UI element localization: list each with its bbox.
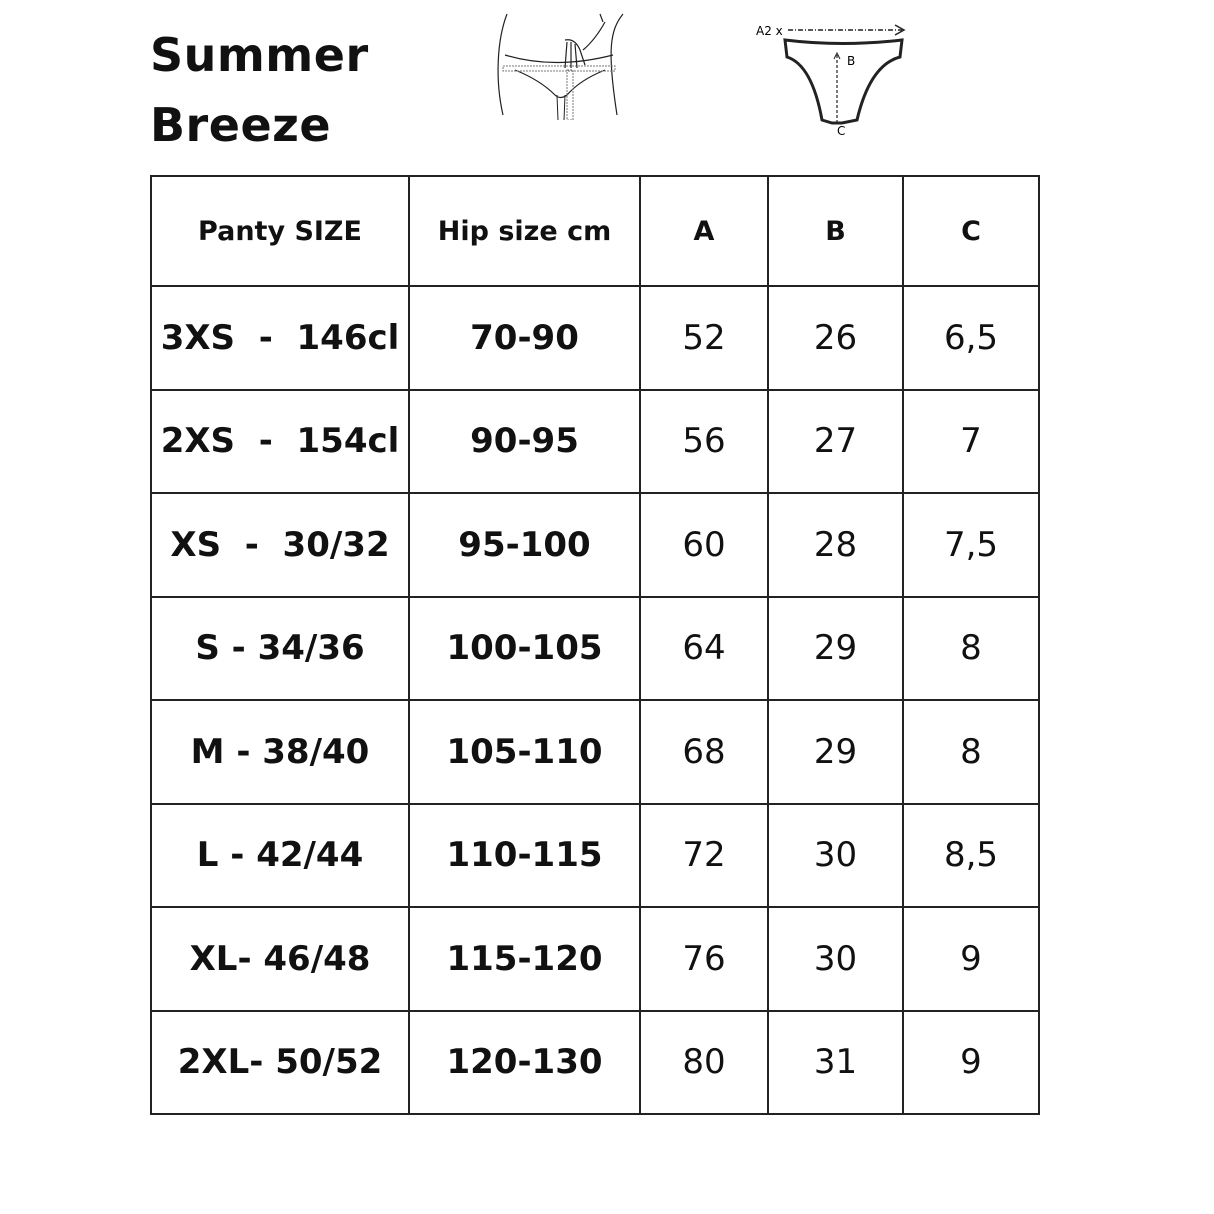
- cell-panty-size: 2XS - 154cl: [150, 388, 410, 494]
- cell-c: 9: [902, 906, 1040, 1012]
- cell-b: 28: [767, 492, 904, 598]
- cell-b: 30: [767, 906, 904, 1012]
- cell-c: 7,5: [902, 492, 1040, 598]
- cell-hip-size: 110-115: [408, 802, 641, 908]
- cell-c: 6,5: [902, 285, 1040, 391]
- title-line-1: Summer: [150, 28, 369, 82]
- cell-hip-size: 70-90: [408, 285, 641, 391]
- cell-panty-size: L - 42/44: [150, 802, 410, 908]
- hip-measurement-illustration: [497, 13, 624, 120]
- header-hip-size: Hip size cm: [408, 175, 641, 287]
- table-header-row: Panty SIZE Hip size cm A B C: [150, 175, 1040, 287]
- header-b: B: [767, 175, 904, 287]
- cell-a: 56: [639, 388, 769, 494]
- label-c: C: [837, 124, 845, 138]
- page-title: Summer Breeze: [150, 20, 369, 160]
- cell-hip-size: 95-100: [408, 492, 641, 598]
- cell-b: 30: [767, 802, 904, 908]
- table-row: 2XS - 154cl 90-95 56 27 7: [150, 388, 1040, 494]
- cell-panty-size: S - 34/36: [150, 595, 410, 701]
- label-b: B: [847, 54, 855, 68]
- table-row: M - 38/40 105-110 68 29 8: [150, 699, 1040, 805]
- header-a: A: [639, 175, 769, 287]
- cell-panty-size: 3XS - 146cl: [150, 285, 410, 391]
- header-panty-size: Panty SIZE: [150, 175, 410, 287]
- cell-hip-size: 100-105: [408, 595, 641, 701]
- cell-a: 76: [639, 906, 769, 1012]
- label-a: A2 x: [756, 24, 783, 38]
- table-row: 3XS - 146cl 70-90 52 26 6,5: [150, 285, 1040, 391]
- cell-hip-size: 115-120: [408, 906, 641, 1012]
- cell-c: 7: [902, 388, 1040, 494]
- size-chart-table: Panty SIZE Hip size cm A B C 3XS - 146cl…: [150, 175, 1040, 1115]
- table-row: 2XL- 50/52 120-130 80 31 9: [150, 1009, 1040, 1115]
- table-row: XS - 30/32 95-100 60 28 7,5: [150, 492, 1040, 598]
- cell-panty-size: XS - 30/32: [150, 492, 410, 598]
- cell-panty-size: M - 38/40: [150, 699, 410, 805]
- panty-dimension-diagram: A2 x B C: [756, 24, 906, 138]
- cell-panty-size: 2XL- 50/52: [150, 1009, 410, 1115]
- cell-c: 8: [902, 595, 1040, 701]
- cell-hip-size: 105-110: [408, 699, 641, 805]
- cell-a: 72: [639, 802, 769, 908]
- cell-panty-size: XL- 46/48: [150, 906, 410, 1012]
- cell-a: 64: [639, 595, 769, 701]
- cell-b: 26: [767, 285, 904, 391]
- table-row: L - 42/44 110-115 72 30 8,5: [150, 802, 1040, 908]
- cell-c: 9: [902, 1009, 1040, 1115]
- cell-b: 29: [767, 699, 904, 805]
- cell-a: 60: [639, 492, 769, 598]
- cell-a: 80: [639, 1009, 769, 1115]
- cell-c: 8,5: [902, 802, 1040, 908]
- cell-hip-size: 90-95: [408, 388, 641, 494]
- cell-a: 68: [639, 699, 769, 805]
- table-row: S - 34/36 100-105 64 29 8: [150, 595, 1040, 701]
- title-line-2: Breeze: [150, 98, 332, 152]
- cell-b: 27: [767, 388, 904, 494]
- cell-b: 31: [767, 1009, 904, 1115]
- header-c: C: [902, 175, 1040, 287]
- cell-hip-size: 120-130: [408, 1009, 641, 1115]
- cell-b: 29: [767, 595, 904, 701]
- cell-a: 52: [639, 285, 769, 391]
- table-row: XL- 46/48 115-120 76 30 9: [150, 906, 1040, 1012]
- cell-c: 8: [902, 699, 1040, 805]
